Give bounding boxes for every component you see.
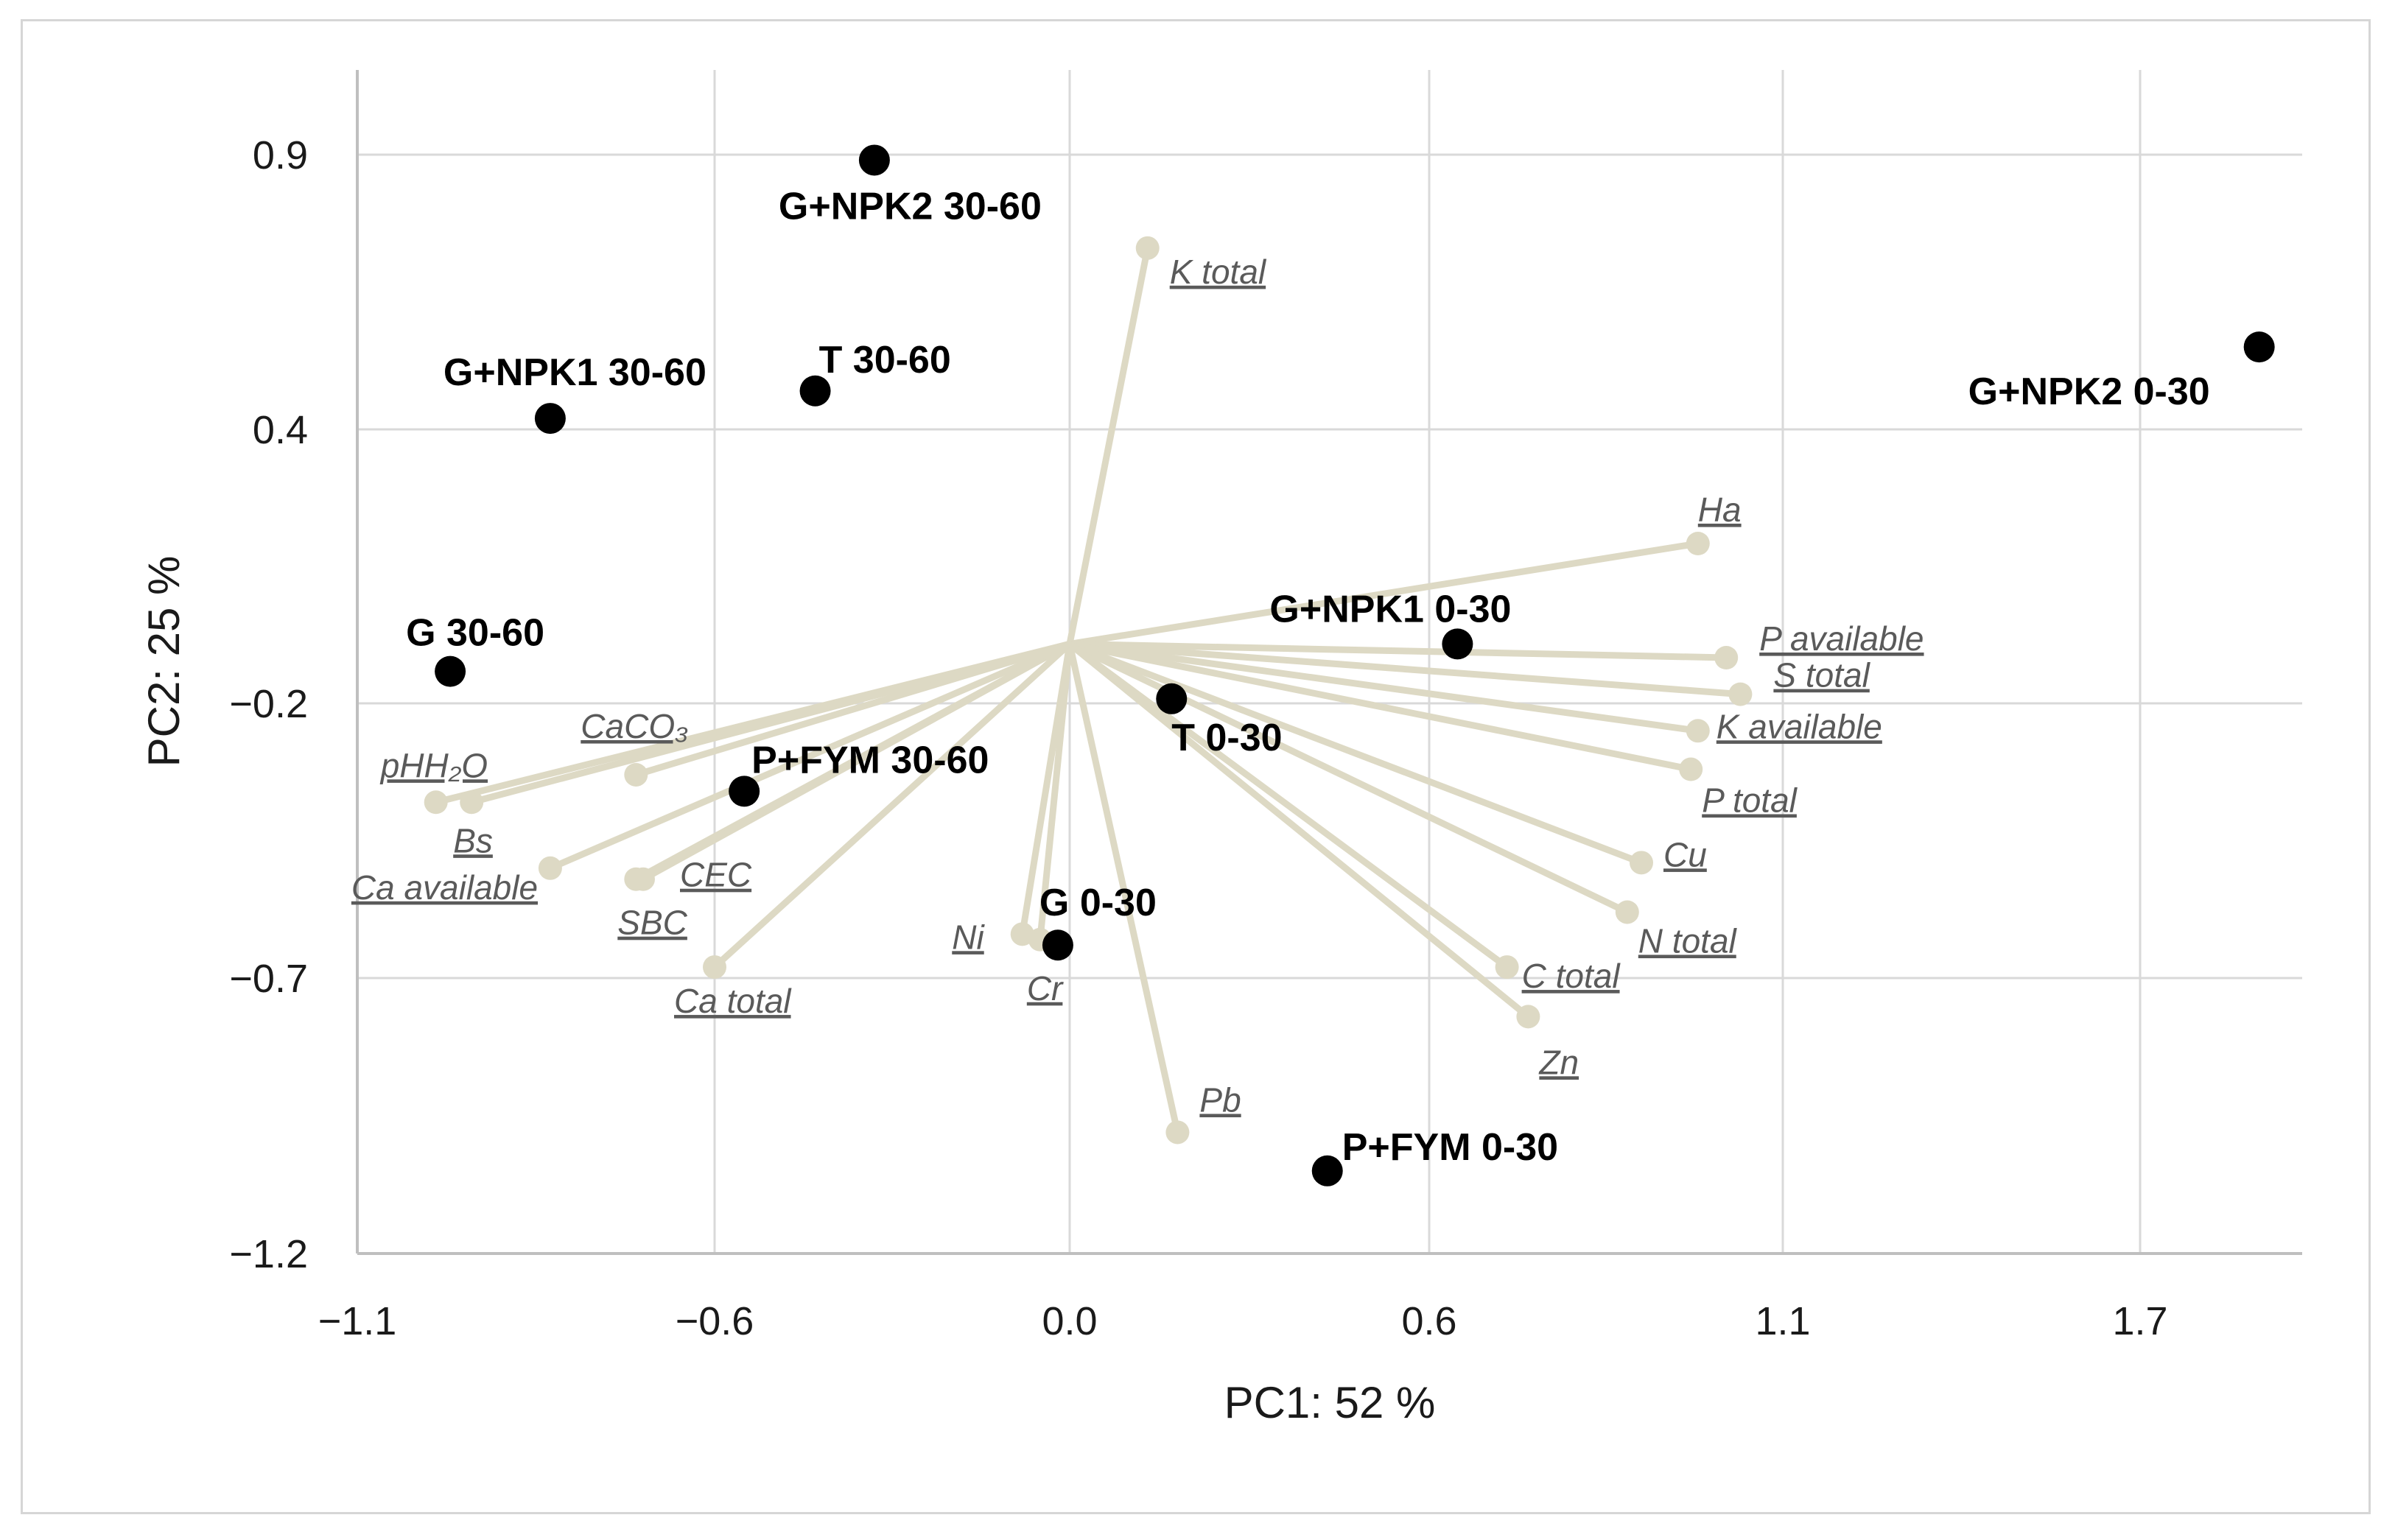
variable-vector — [1066, 640, 1694, 773]
variable-endpoint — [1615, 900, 1639, 924]
x-tick-label: −0.6 — [676, 1299, 754, 1343]
observation-point — [799, 375, 831, 407]
variable-label: Cu — [1663, 835, 1707, 873]
variable-label: Zn — [1538, 1043, 1579, 1081]
variable-endpoint — [1728, 682, 1753, 706]
x-tick-label: 1.7 — [2112, 1299, 2167, 1343]
variable-label: S total — [1773, 656, 1870, 695]
variable-label: Cr — [1027, 969, 1064, 1008]
variable-endpoint — [1686, 532, 1710, 555]
gridlines — [357, 70, 2302, 1254]
x-tick-label: 1.1 — [1755, 1299, 1810, 1343]
observation-point — [729, 776, 760, 807]
y-tick-labels: 0.9 0.4 −0.2 −0.7 −1.2 — [229, 133, 308, 1276]
observation-label: G+NPK1 0-30 — [1269, 588, 1511, 630]
observation-point — [1311, 1155, 1343, 1186]
observation-point — [1156, 683, 1188, 714]
variable-vector — [547, 640, 1073, 872]
observation-point — [2243, 331, 2275, 363]
variable-vector — [632, 640, 1073, 778]
x-tick-label: −1.1 — [318, 1299, 397, 1343]
observation-labels: G+NPK2 30-60 G+NPK1 30-60 T 30-60 G+NPK2 0-… — [406, 185, 2210, 1168]
variable-endpoint — [538, 856, 562, 880]
y-tick-label: −1.2 — [229, 1232, 308, 1276]
variable-label: Ha — [1698, 491, 1742, 529]
variable-endpoint — [1135, 236, 1160, 260]
variable-endpoint — [1010, 922, 1034, 946]
variable-endpoint — [1686, 719, 1710, 743]
observation-label: T 30-60 — [819, 339, 951, 382]
variable-label: P available — [1759, 619, 1924, 658]
variable-vector — [1066, 245, 1151, 647]
x-tick-labels: −1.1 −0.6 0.0 0.6 1.1 1.7 — [318, 1299, 2168, 1343]
y-tick-label: −0.2 — [229, 682, 308, 726]
variable-label: N total — [1638, 921, 1738, 960]
observation-label: G+NPK2 0-30 — [1968, 370, 2210, 413]
variable-vector — [1066, 640, 1645, 866]
variable-label: Bs — [453, 821, 493, 859]
observation-point — [1442, 628, 1473, 660]
y-axis-title: PC2: 25 % — [139, 556, 189, 767]
variable-vector — [1066, 640, 1702, 734]
observation-label: G 30-60 — [406, 612, 544, 655]
observation-label: P+FYM 30-60 — [751, 739, 989, 781]
variable-vector — [1066, 640, 1511, 971]
variable-endpoint — [1679, 757, 1703, 781]
y-tick-label: −0.7 — [229, 957, 308, 1001]
variable-label: P total — [1702, 781, 1798, 820]
variable-label: CaCO₃ — [581, 707, 688, 745]
variable-label: Ni — [952, 918, 985, 956]
observation-point — [435, 655, 466, 687]
x-tick-label: 0.0 — [1042, 1299, 1097, 1343]
y-tick-label: 0.4 — [253, 408, 308, 452]
variable-label: C total — [1522, 957, 1621, 995]
variable-label: SBC — [617, 904, 687, 942]
variable-label: pHH₂O — [379, 746, 488, 784]
variable-endpoint — [1714, 646, 1739, 669]
y-tick-label: 0.9 — [253, 133, 308, 177]
observation-point — [534, 403, 566, 435]
variable-vector — [1037, 640, 1073, 943]
variable-vector — [1066, 640, 1744, 698]
observation-label: G+NPK1 30-60 — [443, 351, 706, 394]
variable-endpoint — [703, 955, 726, 980]
observation-label: G+NPK2 30-60 — [779, 185, 1042, 228]
observation-point — [1042, 929, 1073, 961]
observation-point — [858, 144, 890, 176]
variable-endpoint — [631, 867, 655, 891]
variable-label: Ca total — [674, 982, 792, 1020]
variable-endpoint — [1165, 1120, 1190, 1145]
x-axis-title: PC1: 52 % — [1224, 1378, 1436, 1427]
axes — [356, 70, 2302, 1255]
variable-label: CEC — [680, 856, 752, 894]
observation-points — [435, 144, 2275, 1186]
variable-vector — [432, 640, 1073, 806]
variable-label: Pb — [1199, 1080, 1241, 1119]
observation-label: T 0-30 — [1171, 717, 1282, 759]
variable-vector — [1066, 540, 1702, 647]
variable-endpoint — [624, 762, 648, 787]
variable-endpoint — [1630, 851, 1653, 875]
variable-label: K available — [1717, 707, 1882, 745]
observation-label: G 0-30 — [1039, 882, 1157, 924]
variable-vector — [1066, 640, 1532, 1020]
variable-vector — [1066, 640, 1181, 1136]
variable-label: Ca available — [351, 868, 538, 907]
variable-vector — [711, 640, 1073, 971]
variable-vectors — [424, 236, 1753, 1145]
variable-endpoint — [1516, 1005, 1540, 1029]
variable-endpoint — [424, 790, 448, 815]
chart-frame — [21, 19, 2371, 1514]
observation-label: P+FYM 0-30 — [1342, 1126, 1558, 1169]
variable-endpoint — [1495, 955, 1519, 980]
variable-vector — [1066, 640, 1730, 661]
x-tick-label: 0.6 — [1401, 1299, 1456, 1343]
variable-label: K total — [1170, 253, 1267, 291]
variable-vector — [639, 640, 1073, 883]
